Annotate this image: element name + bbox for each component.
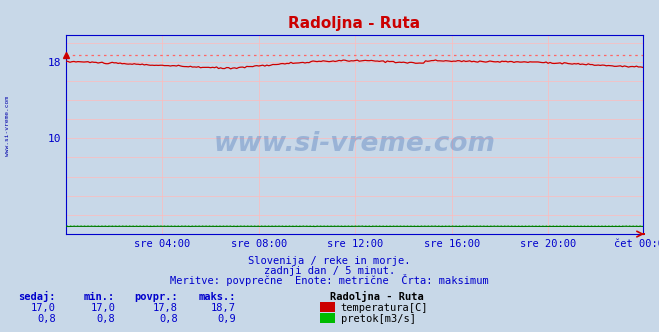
Text: povpr.:: povpr.: (134, 292, 178, 302)
Text: maks.:: maks.: (198, 292, 236, 302)
Text: min.:: min.: (84, 292, 115, 302)
Text: temperatura[C]: temperatura[C] (341, 303, 428, 313)
Text: 0,8: 0,8 (38, 314, 56, 324)
Text: 17,0: 17,0 (90, 303, 115, 313)
Text: 0,8: 0,8 (97, 314, 115, 324)
Text: www.si-vreme.com: www.si-vreme.com (214, 131, 495, 157)
Text: 17,8: 17,8 (153, 303, 178, 313)
Text: sedaj:: sedaj: (18, 291, 56, 302)
Text: 18,7: 18,7 (211, 303, 236, 313)
Text: 17,0: 17,0 (31, 303, 56, 313)
Text: Meritve: povprečne  Enote: metrične  Črta: maksimum: Meritve: povprečne Enote: metrične Črta:… (170, 274, 489, 286)
Text: pretok[m3/s]: pretok[m3/s] (341, 314, 416, 324)
Title: Radoljna - Ruta: Radoljna - Ruta (288, 16, 420, 31)
Text: 0,8: 0,8 (159, 314, 178, 324)
Text: Radoljna - Ruta: Radoljna - Ruta (330, 291, 423, 302)
Text: Slovenija / reke in morje.: Slovenija / reke in morje. (248, 256, 411, 266)
Text: zadnji dan / 5 minut.: zadnji dan / 5 minut. (264, 266, 395, 276)
Text: 0,9: 0,9 (217, 314, 236, 324)
Text: www.si-vreme.com: www.si-vreme.com (5, 96, 11, 156)
